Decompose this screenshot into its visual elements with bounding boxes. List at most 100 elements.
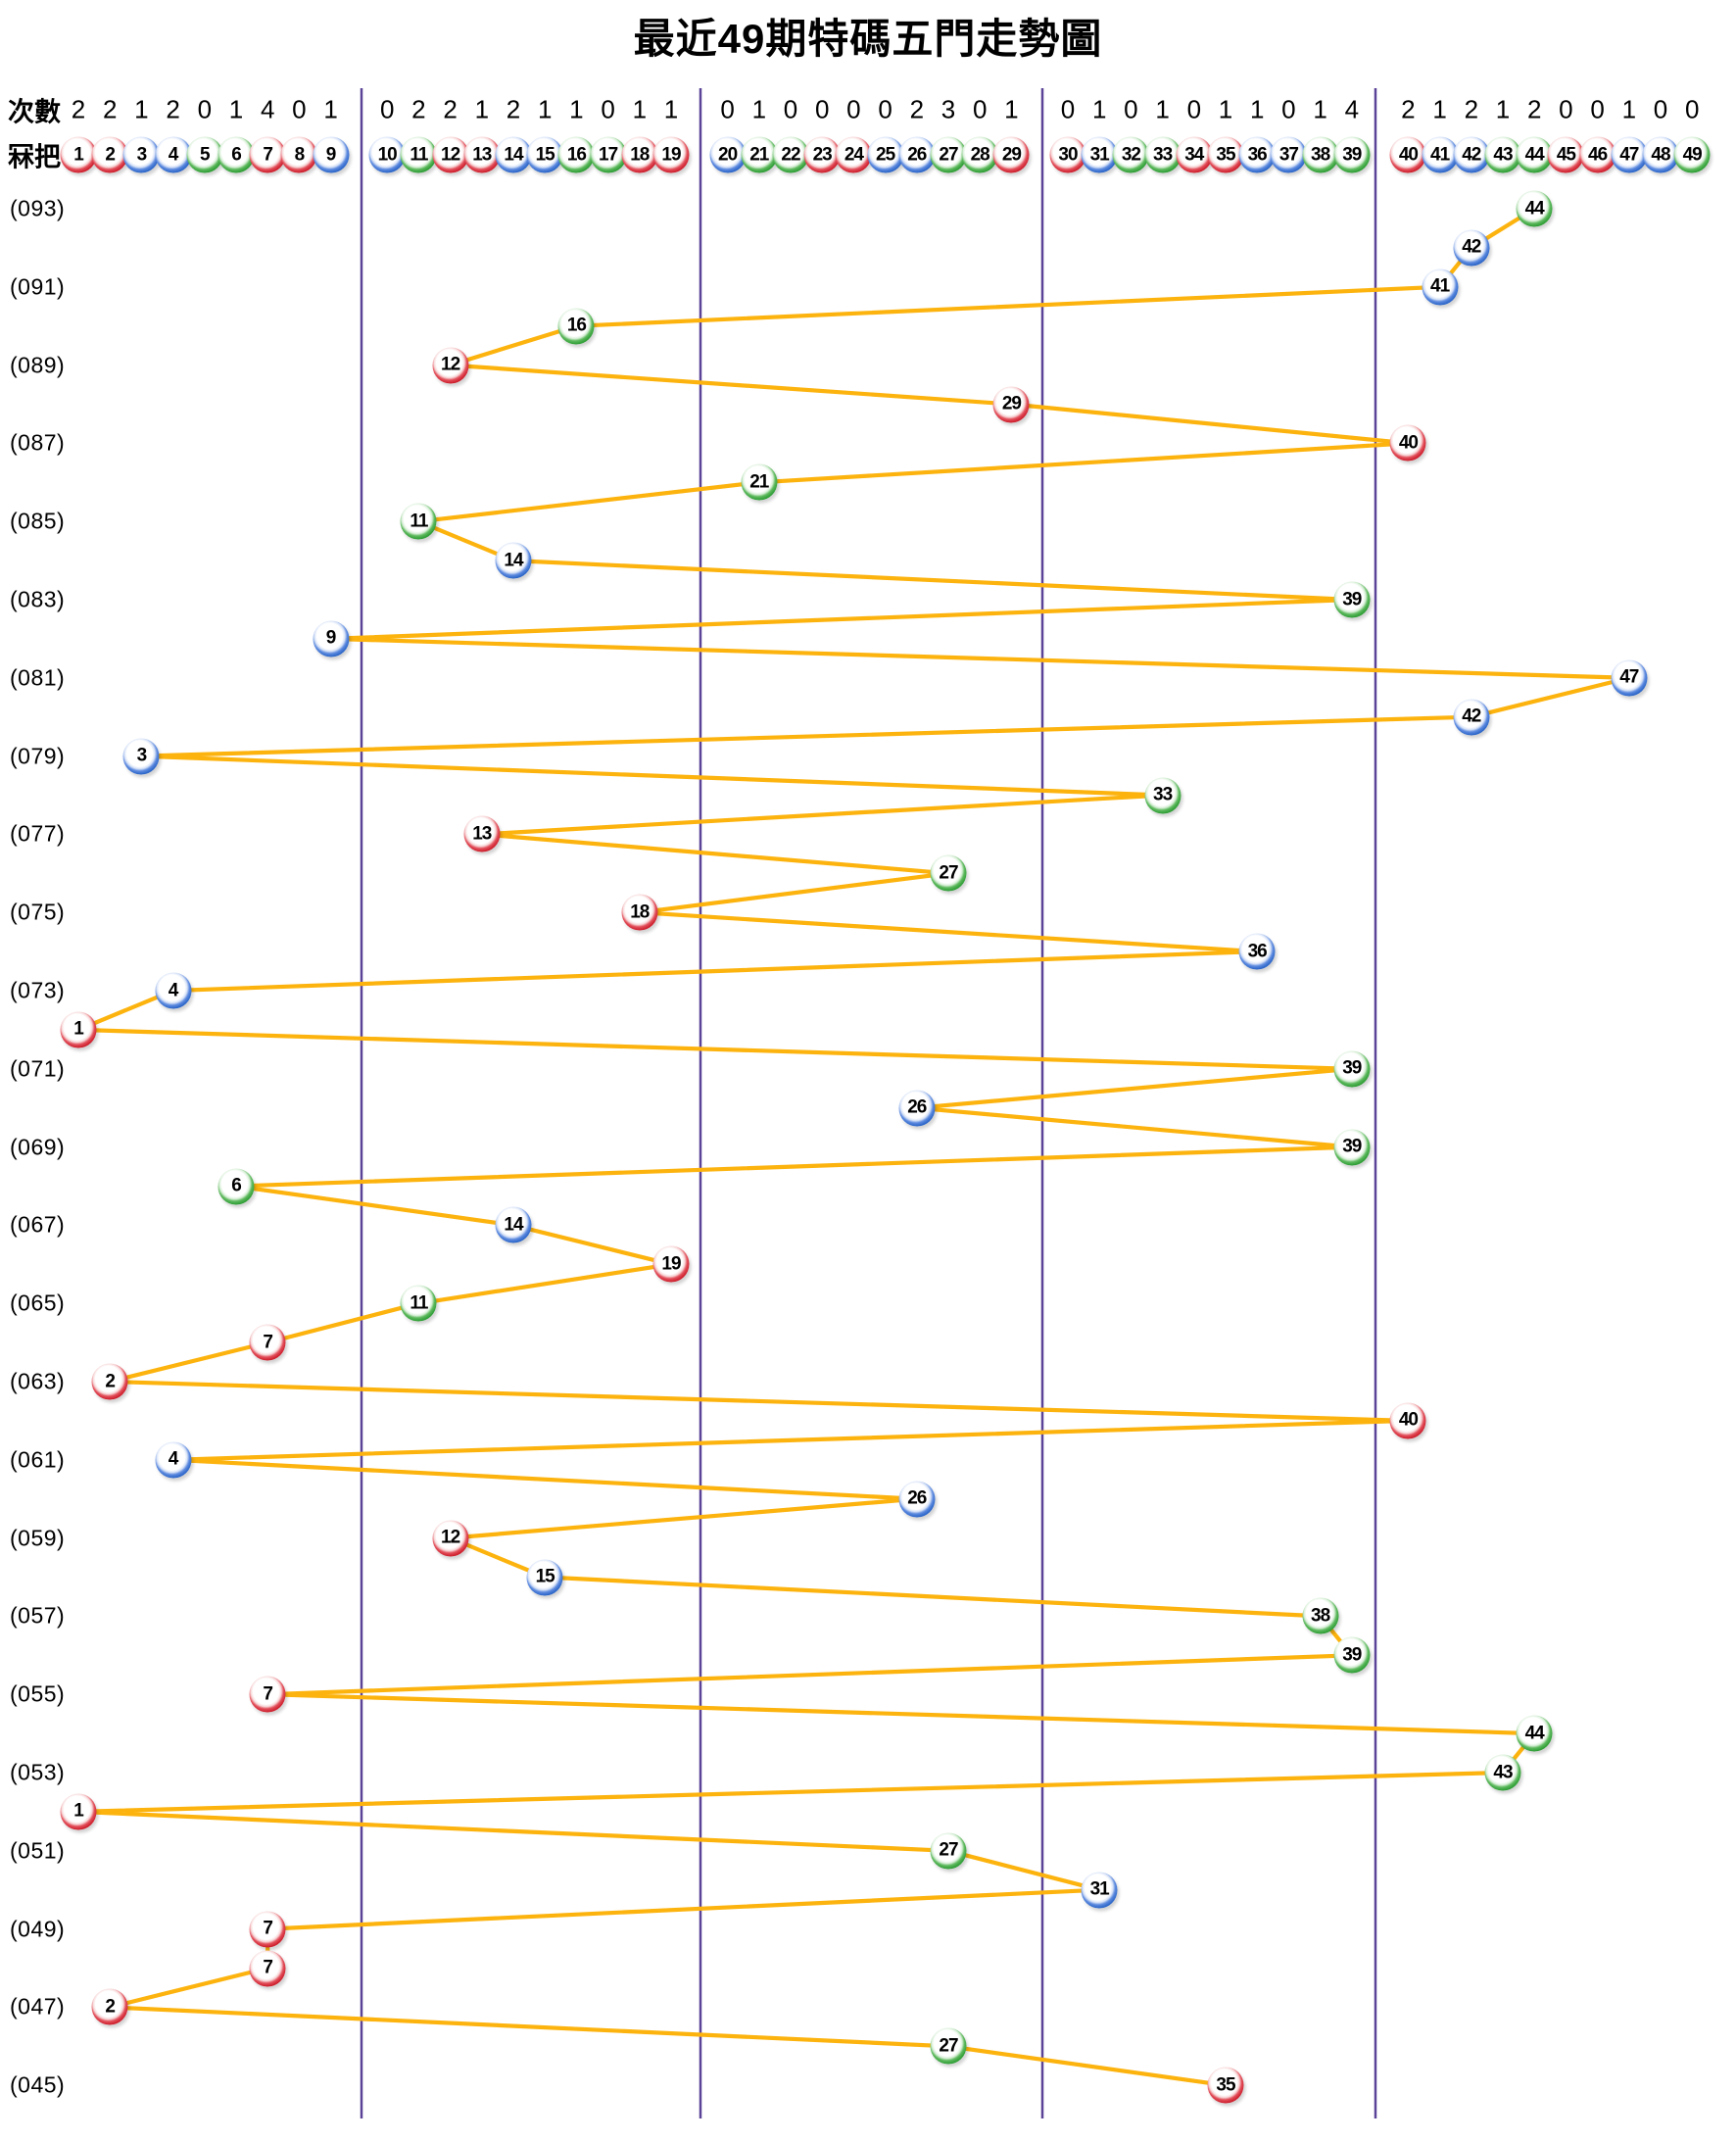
chart-ball-p89-n12: 12 xyxy=(432,347,469,384)
header-ball-2: 2 xyxy=(91,136,128,173)
header-ball-7: 7 xyxy=(249,136,286,173)
count-value-12: 2 xyxy=(443,94,458,124)
header-ball-38: 38 xyxy=(1302,136,1339,173)
header-ball-26: 26 xyxy=(898,136,936,173)
count-value-38: 1 xyxy=(1313,94,1327,124)
chart-ball-p66-n19: 19 xyxy=(652,1245,690,1283)
header-ball-3: 3 xyxy=(122,136,160,173)
header-ball-47: 47 xyxy=(1611,136,1648,173)
count-value-30: 0 xyxy=(1060,94,1076,124)
chart-ball-p55-n7: 7 xyxy=(249,1676,286,1713)
count-value-9: 1 xyxy=(323,94,338,124)
period-label-069: (069) xyxy=(10,1134,66,1160)
count-value-17: 0 xyxy=(601,94,615,124)
header-ball-16: 16 xyxy=(557,136,595,173)
header-ball-36: 36 xyxy=(1238,136,1276,173)
count-value-2: 2 xyxy=(102,94,118,124)
header-ball-4: 4 xyxy=(155,136,192,173)
count-value-37: 0 xyxy=(1281,94,1296,124)
period-label-065: (065) xyxy=(10,1290,66,1316)
period-label-045: (045) xyxy=(10,2071,66,2098)
period-label-057: (057) xyxy=(10,1602,66,1629)
period-label-067: (067) xyxy=(10,1211,66,1238)
header-ball-31: 31 xyxy=(1081,136,1118,173)
header-ball-10: 10 xyxy=(368,136,406,173)
count-value-6: 1 xyxy=(228,94,244,124)
header-ball-8: 8 xyxy=(280,136,317,173)
count-value-22: 0 xyxy=(783,94,798,124)
count-value-47: 1 xyxy=(1621,94,1637,124)
chart-ball-p57-n38: 38 xyxy=(1302,1597,1339,1634)
count-value-21: 1 xyxy=(751,94,767,124)
chart-ball-p60-n26: 26 xyxy=(898,1481,936,1518)
chart-ball-p78-n33: 33 xyxy=(1144,777,1181,813)
count-value-49: 0 xyxy=(1684,94,1700,124)
count-value-39: 4 xyxy=(1344,94,1360,124)
chart-ball-p48-n7: 7 xyxy=(249,1950,286,1986)
chart-ball-p67-n14: 14 xyxy=(495,1206,532,1243)
header-ball-13: 13 xyxy=(463,136,501,173)
count-value-31: 1 xyxy=(1091,94,1107,124)
chart-ball-p75-n18: 18 xyxy=(621,894,658,931)
chart-ball-p79-n3: 3 xyxy=(122,738,160,775)
count-value-5: 0 xyxy=(197,94,213,124)
header-ball-45: 45 xyxy=(1547,136,1584,173)
header-ball-18: 18 xyxy=(621,136,658,173)
chart-ball-p86-n21: 21 xyxy=(741,463,778,501)
count-value-8: 0 xyxy=(292,94,307,124)
chart-ball-p62-n40: 40 xyxy=(1389,1402,1426,1439)
count-value-16: 1 xyxy=(569,94,584,124)
count-value-26: 2 xyxy=(909,94,925,124)
header-ball-49: 49 xyxy=(1673,136,1711,173)
count-value-23: 0 xyxy=(814,94,830,124)
chart-ball-p47-n2: 2 xyxy=(91,1988,128,2025)
header-ball-25: 25 xyxy=(867,136,904,173)
header-ball-22: 22 xyxy=(772,136,809,173)
count-value-25: 0 xyxy=(878,94,892,124)
chart-ball-p49-n7: 7 xyxy=(249,1911,286,1948)
period-label-063: (063) xyxy=(10,1368,66,1394)
count-value-15: 1 xyxy=(537,94,553,124)
chart-ball-p52-n1: 1 xyxy=(60,1793,97,1830)
header-ball-28: 28 xyxy=(961,136,998,173)
count-value-43: 1 xyxy=(1495,94,1511,124)
period-label-077: (077) xyxy=(10,820,66,847)
count-value-35: 1 xyxy=(1218,94,1233,124)
period-label-049: (049) xyxy=(10,1916,66,1942)
period-label-053: (053) xyxy=(10,1759,66,1785)
count-value-4: 2 xyxy=(166,94,180,124)
count-value-44: 2 xyxy=(1526,94,1542,124)
header-ball-20: 20 xyxy=(709,136,747,173)
chart-ball-p92-n42: 42 xyxy=(1453,229,1490,267)
header-ball-33: 33 xyxy=(1144,136,1181,173)
period-label-091: (091) xyxy=(10,273,66,300)
header-ball-23: 23 xyxy=(803,136,841,173)
chart-ball-p71-n39: 39 xyxy=(1333,1050,1371,1088)
chart-ball-p45-n35: 35 xyxy=(1207,2067,1244,2104)
header-ball-48: 48 xyxy=(1642,136,1679,173)
header-ball-11: 11 xyxy=(400,136,437,173)
period-label-075: (075) xyxy=(10,899,66,925)
count-value-41: 1 xyxy=(1432,94,1447,124)
header-ball-40: 40 xyxy=(1389,136,1426,173)
header-ball-39: 39 xyxy=(1333,136,1371,173)
header-ball-14: 14 xyxy=(495,136,532,173)
chart-ball-p80-n42: 42 xyxy=(1453,699,1490,736)
header-ball-5: 5 xyxy=(186,136,223,173)
header-ball-30: 30 xyxy=(1049,136,1086,173)
chart-ball-p59-n12: 12 xyxy=(432,1520,469,1557)
header-ball-43: 43 xyxy=(1484,136,1521,173)
period-label-051: (051) xyxy=(10,1837,66,1864)
header-ball-32: 32 xyxy=(1112,136,1149,173)
period-label-059: (059) xyxy=(10,1525,66,1551)
header-ball-24: 24 xyxy=(835,136,872,173)
header-ball-34: 34 xyxy=(1176,136,1213,173)
period-label-089: (089) xyxy=(10,352,66,378)
count-value-20: 0 xyxy=(720,94,735,124)
count-value-42: 2 xyxy=(1464,94,1479,124)
count-value-27: 3 xyxy=(940,94,956,124)
count-value-11: 2 xyxy=(411,94,426,124)
count-value-7: 4 xyxy=(260,94,275,124)
